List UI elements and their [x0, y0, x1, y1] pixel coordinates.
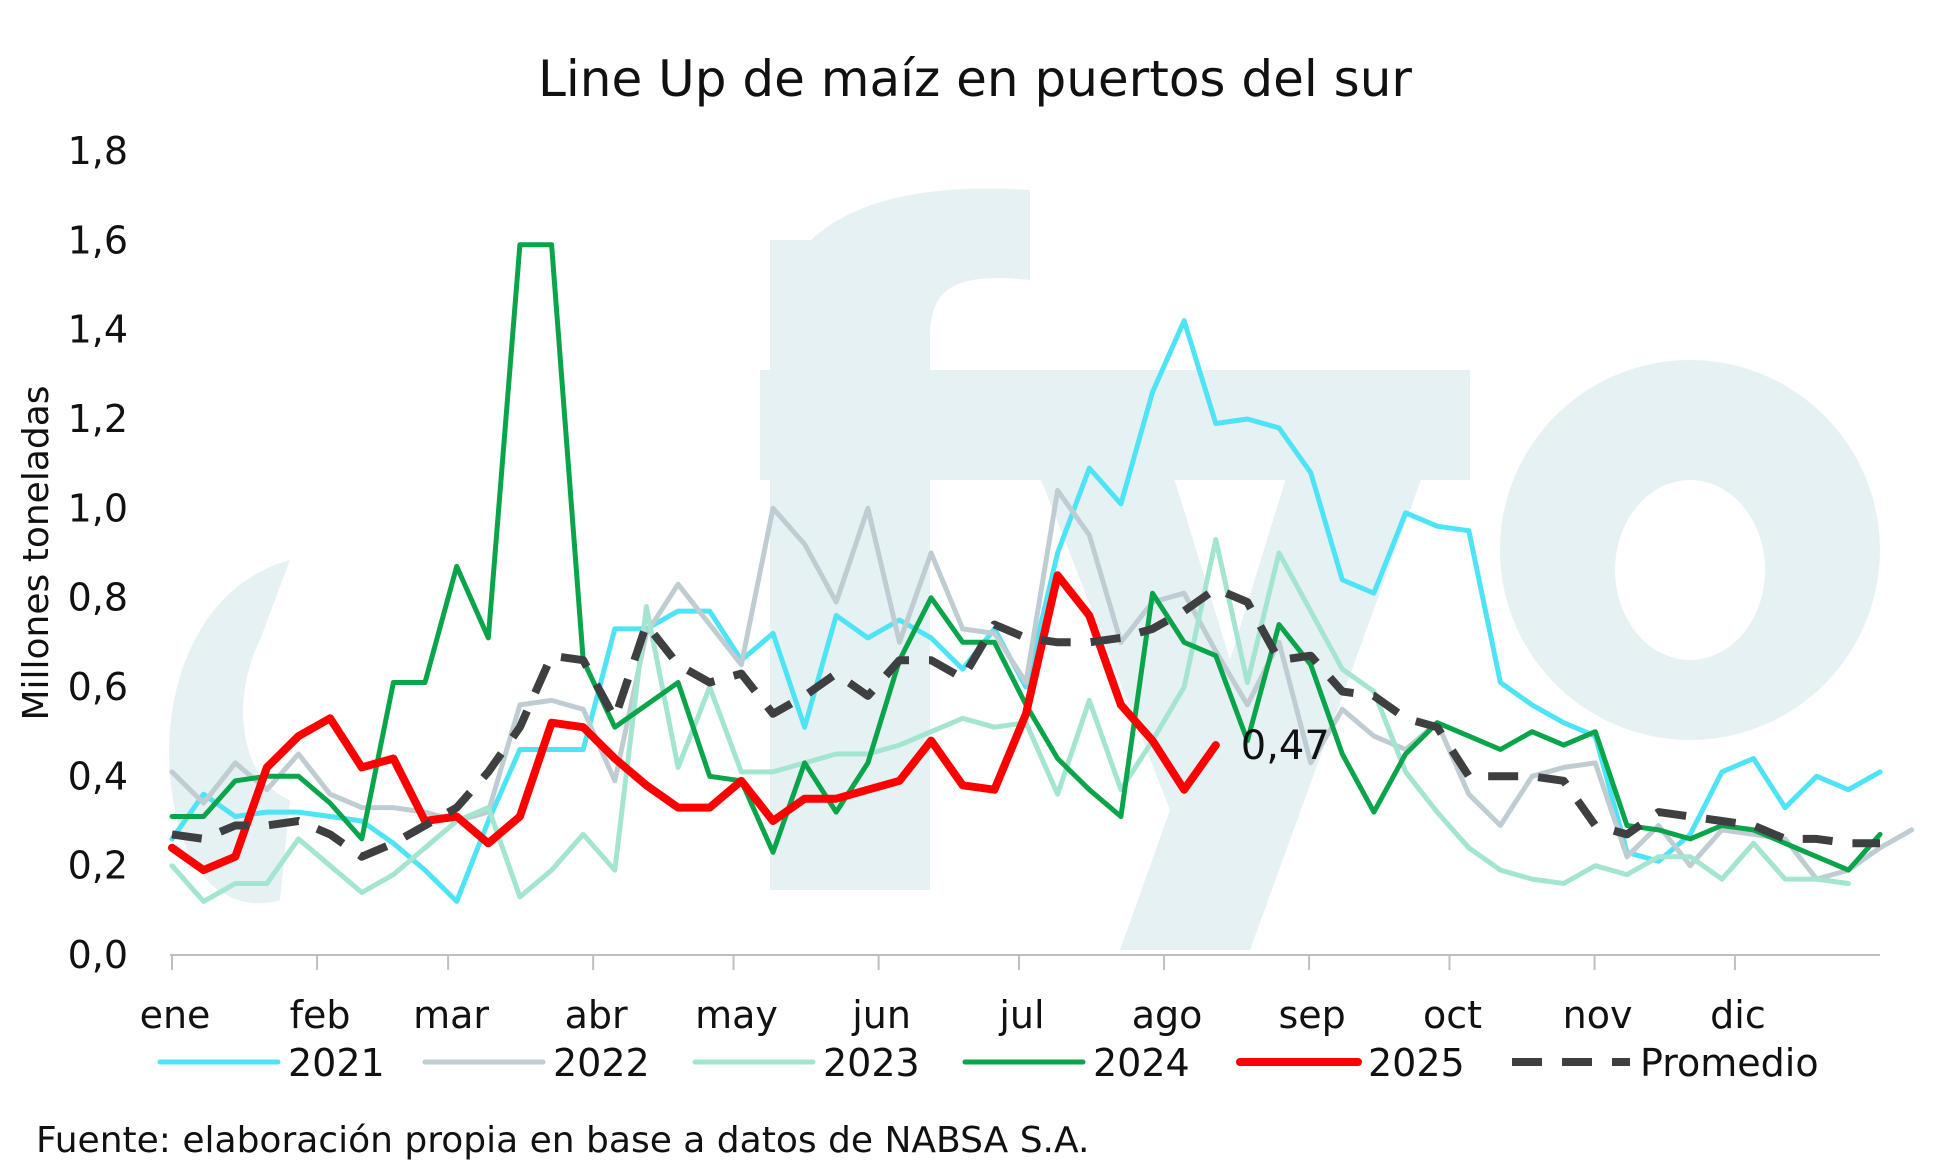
- series-lines: [168, 242, 1915, 904]
- x-tick-label: jul: [998, 993, 1044, 1037]
- x-tick-label: sep: [1278, 993, 1345, 1037]
- y-tick-label: 1,4: [68, 308, 128, 352]
- x-tick-label: nov: [1563, 993, 1633, 1037]
- series-line-2023: [169, 537, 1851, 904]
- legend-label-2023: 2023: [823, 1041, 920, 1085]
- x-tick-label: mar: [413, 993, 489, 1037]
- x-tick-label: may: [695, 993, 778, 1037]
- y-tick-label: 0,4: [68, 754, 128, 798]
- y-tick-label: 1,0: [68, 486, 128, 530]
- x-tick-labels: ene feb mar abr may jun jul ago sep oct nov dic: [140, 993, 1766, 1037]
- x-tick-marks: [171, 955, 1736, 970]
- watermark-f-hook: [770, 188, 1030, 340]
- y-tick-label: 0,2: [68, 844, 128, 888]
- series-line-2024: [169, 242, 1883, 873]
- watermark-o-arc: [169, 560, 290, 904]
- x-tick-label: dic: [1710, 993, 1766, 1037]
- y-tick-labels: 0,0 0,2 0,4 0,6 0,8 1,0 1,2 1,4 1,6 1,8: [68, 129, 128, 977]
- chart-title: Line Up de maíz en puertos del sur: [538, 50, 1412, 108]
- x-tick-label: oct: [1423, 993, 1482, 1037]
- legend: 2021 2022 2023 2024 2025 Promedio: [157, 1041, 1819, 1085]
- source-note: Fuente: elaboración propia en base a dat…: [36, 1120, 1089, 1161]
- x-tick-label: abr: [565, 993, 628, 1037]
- y-tick-label: 0,6: [68, 665, 128, 709]
- x-tick-label: ago: [1132, 993, 1203, 1037]
- x-tick-label: ene: [140, 993, 211, 1037]
- end-value-label: 0,47: [1241, 723, 1330, 769]
- legend-label-2024: 2024: [1093, 1041, 1190, 1085]
- y-axis-label: Millones toneladas: [16, 385, 57, 720]
- x-tick-label: feb: [290, 993, 351, 1037]
- y-tick-label: 1,6: [68, 218, 128, 262]
- legend-label-2025: 2025: [1368, 1041, 1465, 1085]
- legend-label-2022: 2022: [553, 1041, 650, 1085]
- y-tick-label: 0,0: [68, 933, 128, 977]
- x-tick-label: jun: [851, 993, 911, 1037]
- watermark-o: [1499, 360, 1880, 740]
- legend-label-2021: 2021: [288, 1041, 385, 1085]
- legend-label-promedio: Promedio: [1640, 1041, 1819, 1085]
- y-tick-label: 0,8: [68, 576, 128, 620]
- y-tick-label: 1,8: [68, 129, 128, 173]
- series-line-2025: [168, 571, 1220, 875]
- series-line-promedio: [171, 584, 1880, 861]
- y-tick-label: 1,2: [68, 397, 128, 441]
